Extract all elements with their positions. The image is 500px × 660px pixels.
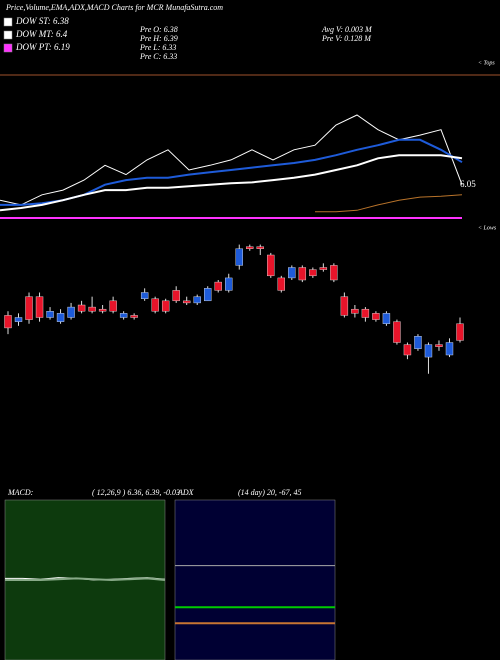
candle-body <box>288 267 296 279</box>
candle-body <box>172 290 180 302</box>
candle-body <box>267 254 275 277</box>
candle-body <box>161 300 170 312</box>
panel-subtitle: (14 day) 20, -67, 45 <box>238 488 302 497</box>
candle-body <box>309 269 317 277</box>
info: Pre O: 6.38 <box>139 25 178 34</box>
candle-body <box>393 321 401 343</box>
info: Pre C: 6.33 <box>139 52 177 61</box>
panel-title: ADX <box>177 488 195 497</box>
legend-label: DOW PT: 6.19 <box>15 42 70 52</box>
legend-swatch <box>3 30 13 40</box>
legend-label: DOW MT: 6.4 <box>15 29 68 39</box>
candle-body <box>235 248 243 266</box>
candle-body <box>109 300 117 312</box>
panel-subtitle: ( 12,26,9 ) 6.36, 6.39, -0.03 <box>92 488 180 497</box>
candle-body <box>88 306 96 312</box>
candle-body <box>298 267 307 281</box>
candle-body <box>351 308 359 314</box>
legend-label: DOW ST: 6.38 <box>15 16 69 26</box>
candle-body <box>151 298 159 312</box>
candle-body <box>403 344 412 356</box>
candle-body <box>4 315 12 329</box>
candle-body <box>277 277 286 291</box>
candle-body <box>246 246 254 249</box>
panel-background <box>174 499 336 660</box>
candle-body <box>424 344 433 358</box>
candle-body <box>319 267 328 270</box>
candle-body <box>340 296 349 316</box>
candle-body <box>77 304 86 312</box>
annotation: < Lows <box>478 225 497 231</box>
info: Pre L: 6.33 <box>139 43 176 52</box>
series-line <box>315 194 463 213</box>
candle-body <box>119 313 128 318</box>
legend-swatch <box>3 43 13 53</box>
candle-body <box>193 296 201 304</box>
candle-body <box>25 296 33 320</box>
info: Avg V: 0.003 M <box>321 25 373 34</box>
candle-body <box>56 313 65 322</box>
candle-body <box>46 311 54 318</box>
candle-body <box>130 315 138 318</box>
candle-body <box>330 265 338 281</box>
candle-body <box>361 308 370 318</box>
candle-body <box>182 300 191 304</box>
candle-body <box>256 246 264 249</box>
candle-body <box>445 342 454 356</box>
candle-body <box>435 344 443 347</box>
candle-body <box>98 308 107 312</box>
candle-body <box>414 336 422 349</box>
series-line <box>0 154 463 212</box>
candle-body <box>14 317 23 322</box>
candle-body <box>67 306 75 318</box>
candle-body <box>382 313 391 324</box>
candle-body <box>140 292 149 299</box>
candle-body <box>204 288 212 302</box>
annotation: < Tops <box>478 60 495 66</box>
candle-body <box>225 277 233 291</box>
candle-body <box>372 313 380 320</box>
legend-swatch <box>3 17 13 27</box>
panel-title: MACD: <box>7 488 34 497</box>
chart-title: Price,Volume,EMA,ADX,MACD Charts for MCR… <box>5 3 223 12</box>
candle-body <box>35 296 44 318</box>
info: Pre H: 6.39 <box>139 34 178 43</box>
candle-body <box>456 323 464 341</box>
series-line <box>0 114 463 206</box>
series-line <box>5 577 166 582</box>
candle-body <box>214 281 222 291</box>
info: Pre V: 0.128 M <box>321 34 372 43</box>
annotation: 6.05 <box>460 179 476 189</box>
